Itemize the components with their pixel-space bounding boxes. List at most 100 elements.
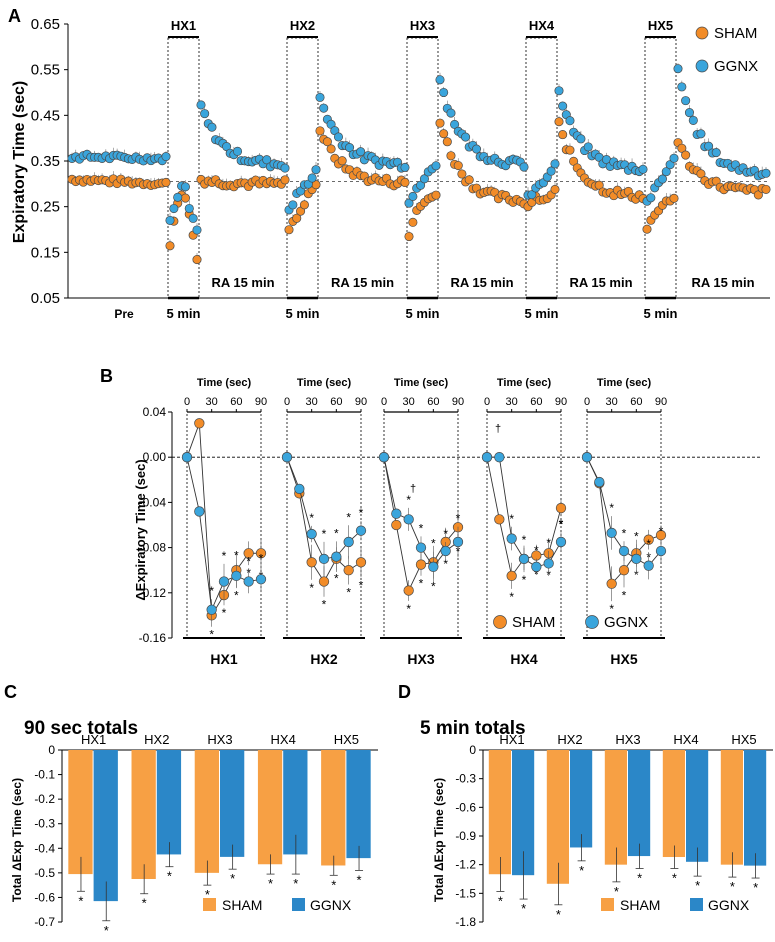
panel-a-sham-point <box>442 137 452 147</box>
panel-b-significance-star: * <box>309 511 314 525</box>
panel-c-significance-star: * <box>167 869 172 884</box>
panel-b-significance-star: * <box>559 517 564 531</box>
panel-b-legend-sham-marker <box>493 615 507 629</box>
panel-a-ggnx-point <box>262 155 272 165</box>
panel-b-xtick-label: 60 <box>427 396 439 408</box>
panel-c-sham-bar <box>257 750 283 865</box>
panel-a-ggnx-point <box>408 191 418 201</box>
panel-a-sham-point <box>435 118 445 128</box>
panel-b-significance-star: * <box>406 602 411 616</box>
panel-a-sham-point <box>192 255 202 265</box>
panel-a-sham-point <box>565 145 575 155</box>
panel-a-duration-label: 5 min <box>644 306 678 321</box>
panel-a-duration-label: 5 min <box>406 306 440 321</box>
panel-d-significance-star: * <box>498 893 503 908</box>
panel-d-significance-star: * <box>753 880 758 895</box>
panel-b-ggnx-point <box>481 452 493 463</box>
panel-b-xtick-label: 0 <box>184 396 190 408</box>
panel-b-significance-star: * <box>634 529 639 543</box>
panel-b-sham-point <box>606 578 617 589</box>
panel-a-pre-label: Pre <box>114 307 134 321</box>
panel-b-xtick-label: 60 <box>330 396 342 408</box>
panel-a-hx-label: HX5 <box>648 18 673 33</box>
panel-a-ggnx-point <box>558 101 568 111</box>
panel-b-xtick-label: 90 <box>452 396 464 408</box>
panel-b-ggnx-point <box>231 570 242 581</box>
panel-b-legend-ggnx-marker <box>585 615 599 629</box>
panel-b-xtick-label: 0 <box>284 396 290 408</box>
panel-a-ggnx-point <box>232 146 243 156</box>
panel-b-significance-star: * <box>534 544 539 558</box>
panel-b-significance-star: * <box>406 493 411 507</box>
panel-b-ggnx-point <box>506 533 517 544</box>
panel-b-group-label: HX3 <box>407 651 434 667</box>
panel-d-significance-star: * <box>695 878 700 893</box>
panel-b-sham-point <box>403 585 414 596</box>
panel-b-group-label: HX2 <box>310 651 337 667</box>
panel-b-significance-star: * <box>309 581 314 595</box>
panel-b-significance-star: * <box>334 572 339 586</box>
panel-c-chart: 90 sec totals Total ΔExp Time (sec) SHAM… <box>10 718 378 938</box>
panel-c-sham-bar <box>194 750 219 873</box>
panel-c-category-label: HX2 <box>144 732 169 747</box>
panel-a-hx-box <box>167 37 200 299</box>
panel-a-ggnx-point <box>550 159 560 169</box>
panel-a-ggnx-point <box>180 182 190 192</box>
panel-d-ytick-label: -1.5 <box>455 886 476 900</box>
panel-a-ggnx-point <box>196 100 206 110</box>
panel-b-significance-star: * <box>322 598 327 612</box>
panel-c-significance-star: * <box>142 896 147 911</box>
panel-b-significance-star: * <box>509 590 514 604</box>
panel-b-legend-ggnx: GGNX <box>604 614 648 631</box>
panel-c-title: 90 sec totals <box>24 718 138 739</box>
panel-label-d: D <box>398 682 411 702</box>
panel-a-ra-label: RA 15 min <box>211 275 274 290</box>
panel-b-significance-star: * <box>359 506 364 520</box>
panel-a-ggnx-point <box>161 151 171 162</box>
panel-a-sham-point <box>337 156 347 166</box>
panel-b-group-box <box>586 411 662 639</box>
panel-b-ggnx-point <box>655 545 667 557</box>
panel-a-sham-point <box>642 224 652 234</box>
panel-b-ggnx-point <box>331 551 342 562</box>
panel-a-ggnx-point <box>207 122 217 132</box>
panel-b-xtick-label: 30 <box>606 396 618 408</box>
panel-b-significance-star: * <box>546 536 551 550</box>
panel-b-xlabel: Time (sec) <box>197 377 252 389</box>
panel-a-sham-point <box>322 137 332 147</box>
panel-c-category-label: HX3 <box>207 732 232 747</box>
panel-a-ggnx-point <box>696 129 706 139</box>
panel-a-sham-point <box>315 126 325 136</box>
panel-d-ggnx-bar <box>512 750 535 876</box>
panel-b-xtick-label: 30 <box>206 396 218 408</box>
panel-b-xtick-label: 90 <box>655 396 667 408</box>
panel-b-significance-star: * <box>209 628 214 642</box>
panel-b-sham-point <box>343 565 354 576</box>
panel-b-ggnx-point <box>415 542 427 553</box>
panel-a-ggnx-point <box>646 193 656 203</box>
panel-b-ggnx-point <box>343 536 354 548</box>
panel-a-ggnx-point <box>184 203 194 214</box>
panel-b-significance-star: * <box>322 527 327 541</box>
panel-d-category-label: HX5 <box>731 732 756 747</box>
panel-d-ylabel: Total ΔExp Time (sec) <box>432 778 446 902</box>
panel-a-ggnx-point <box>519 162 529 172</box>
panel-a-ggnx-point <box>165 215 175 225</box>
panel-d-ytick-label: -1.8 <box>455 915 476 929</box>
panel-b-xtick-label: 90 <box>555 396 567 408</box>
panel-b-significance-star: * <box>419 577 424 591</box>
panel-a-hx-label: HX3 <box>410 18 435 33</box>
panel-b-significance-star: * <box>509 512 514 526</box>
panel-a-sham-point <box>404 231 414 242</box>
panel-a-sham-point <box>180 193 190 203</box>
panel-a-ggnx-point <box>345 142 355 153</box>
panel-b-chart: ΔExpiratory Time (sec) SHAM GGNX 0.04 0.0… <box>133 377 762 667</box>
panel-b-sham-point <box>506 570 517 581</box>
panel-b-sham-point <box>243 548 254 559</box>
panel-b-ggnx-point <box>294 483 305 494</box>
panel-a-ggnx-point <box>554 86 564 96</box>
panel-b-xlabel: Time (sec) <box>394 377 449 389</box>
panel-a-ytick-label: 0.65 <box>31 16 60 33</box>
panel-c-category-label: HX4 <box>271 732 296 747</box>
panel-b-ytick-label: -0.16 <box>139 631 167 645</box>
